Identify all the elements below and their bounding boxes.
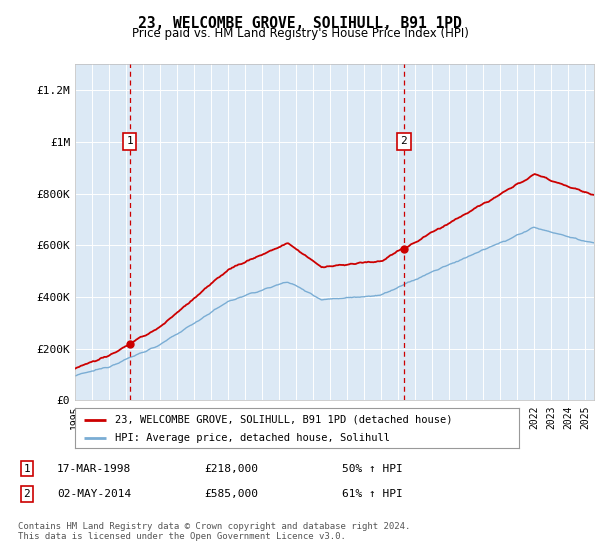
- Text: 50% ↑ HPI: 50% ↑ HPI: [342, 464, 403, 474]
- Text: 61% ↑ HPI: 61% ↑ HPI: [342, 489, 403, 499]
- Text: 17-MAR-1998: 17-MAR-1998: [57, 464, 131, 474]
- Text: Price paid vs. HM Land Registry's House Price Index (HPI): Price paid vs. HM Land Registry's House …: [131, 27, 469, 40]
- Text: 2: 2: [401, 137, 407, 146]
- Text: £218,000: £218,000: [204, 464, 258, 474]
- Text: 1: 1: [126, 137, 133, 146]
- Text: Contains HM Land Registry data © Crown copyright and database right 2024.
This d: Contains HM Land Registry data © Crown c…: [18, 522, 410, 542]
- Text: 23, WELCOMBE GROVE, SOLIHULL, B91 1PD (detached house): 23, WELCOMBE GROVE, SOLIHULL, B91 1PD (d…: [115, 415, 452, 425]
- Text: 23, WELCOMBE GROVE, SOLIHULL, B91 1PD: 23, WELCOMBE GROVE, SOLIHULL, B91 1PD: [138, 16, 462, 31]
- Text: 02-MAY-2014: 02-MAY-2014: [57, 489, 131, 499]
- Text: 2: 2: [23, 489, 31, 499]
- Text: £585,000: £585,000: [204, 489, 258, 499]
- Text: 1: 1: [23, 464, 31, 474]
- Text: HPI: Average price, detached house, Solihull: HPI: Average price, detached house, Soli…: [115, 433, 390, 443]
